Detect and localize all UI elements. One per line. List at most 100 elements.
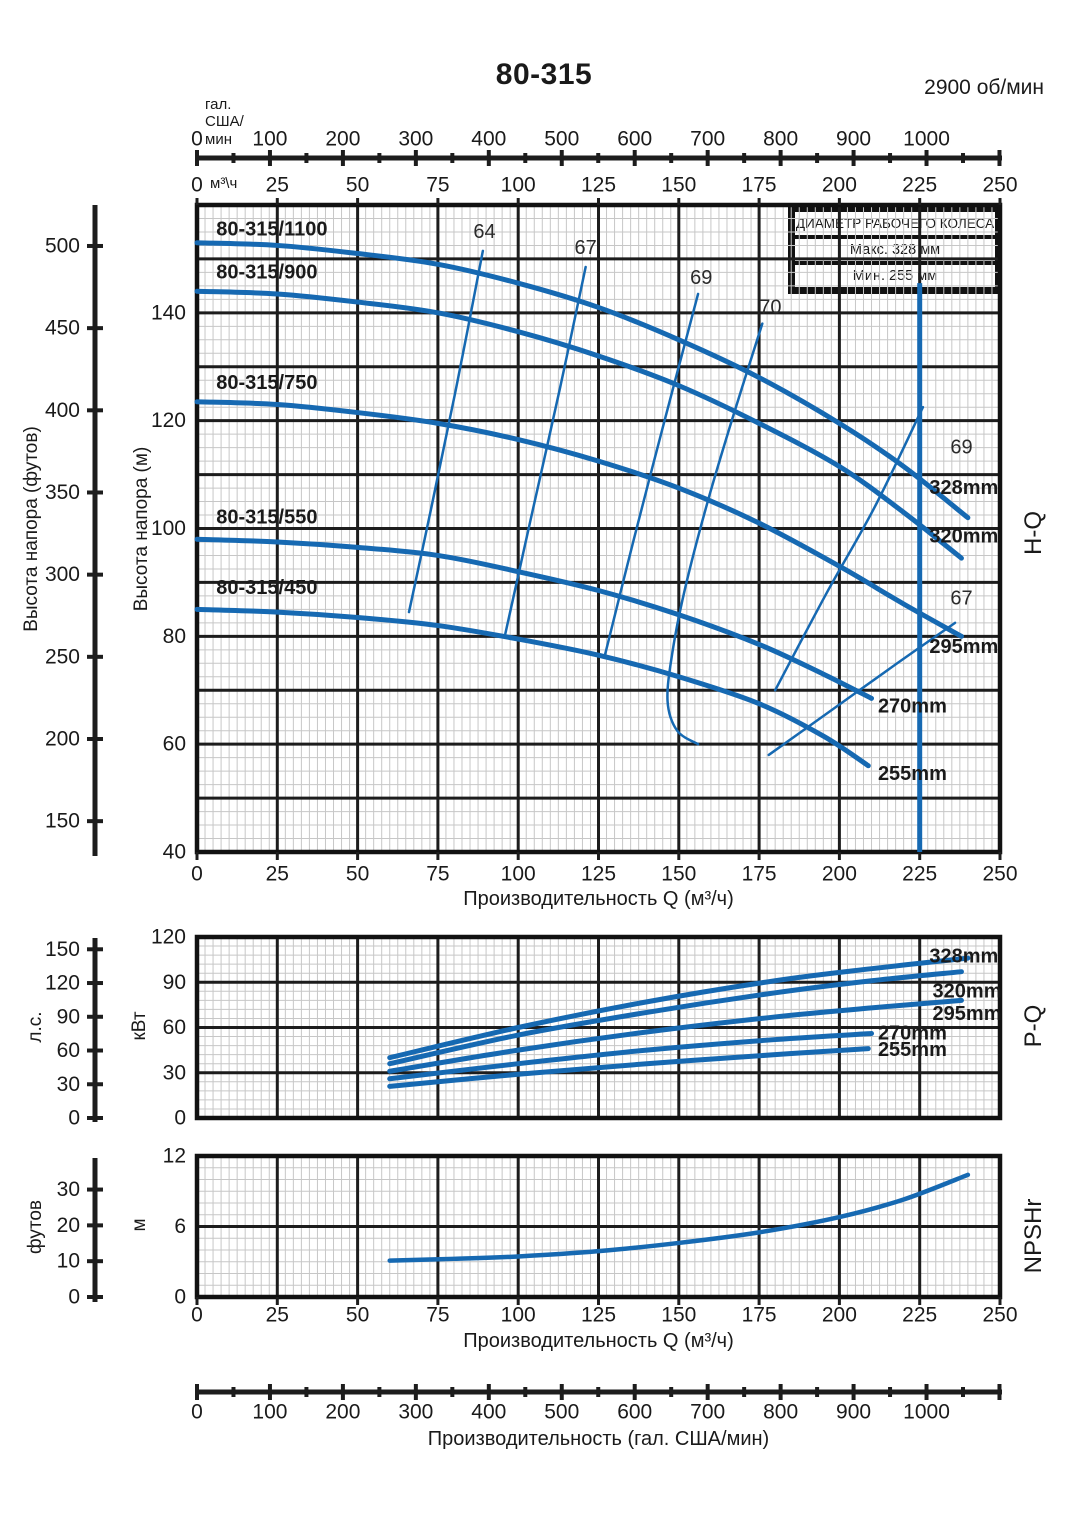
bottom-gpm-axis-tick-label: 900 xyxy=(836,1401,871,1424)
bottom-gpm-axis-label: Производительность (гал. США/мин) xyxy=(427,1428,770,1450)
top-gpm-axis-tick-label: 500 xyxy=(544,128,579,151)
page-title: 80-315 xyxy=(495,58,593,91)
efficiency-label-64: 64 xyxy=(473,221,495,243)
efficiency-label-69: 69 xyxy=(950,437,972,459)
designation-label-328mm: 80-315/1100 xyxy=(216,218,327,240)
pq-curve-label-255mm: 255mm xyxy=(878,1039,947,1061)
hq-x-tick-label: 150 xyxy=(661,863,696,886)
top-m3h-tick-label: 50 xyxy=(346,174,369,197)
top-gpm-axis-tick-label: 200 xyxy=(325,128,360,151)
top-m3h-tick-label: 75 xyxy=(426,174,449,197)
hq-y-tick-label: 80 xyxy=(163,625,186,648)
bottom-gpm-axis-tick-label: 200 xyxy=(325,1401,360,1424)
top-gpm-axis-tick-label: 700 xyxy=(690,128,725,151)
pq-curve-270mm xyxy=(387,1031,875,1082)
designation-label-255mm: 80-315/450 xyxy=(216,577,317,599)
hq-curve-328mm xyxy=(194,240,971,521)
top-gpm-axis-tick-label: 300 xyxy=(398,128,433,151)
npshr-x-tick-label: 75 xyxy=(426,1304,449,1327)
feet-scale-npshr-tick-label: 30 xyxy=(57,1178,80,1201)
npshr-x-tick-label: 125 xyxy=(581,1304,616,1327)
npshr-curve xyxy=(387,1172,971,1263)
hp-scale-pq-tick-label: 0 xyxy=(68,1107,80,1130)
curve-label-328mm: 328mm xyxy=(929,477,998,499)
hp-scale-pq-tick-label: 150 xyxy=(45,938,80,961)
hq-y-tick-label: 60 xyxy=(163,733,186,756)
hq-y-tick-label: 40 xyxy=(163,841,186,864)
hq-x-tick-label: 250 xyxy=(982,863,1017,886)
feet-scale-hq-tick-label: 500 xyxy=(45,234,80,257)
designation-label-295mm: 80-315/750 xyxy=(216,372,317,394)
bottom-gpm-axis-tick-label: 300 xyxy=(398,1401,433,1424)
hq-curve-270mm xyxy=(194,536,875,701)
npshr-x-tick-label: 175 xyxy=(742,1304,777,1327)
top-axis-unit-gpm: гал. США/ мин xyxy=(205,96,244,148)
top-m3h-tick-label: 150 xyxy=(661,174,696,197)
pq-curve-320mm xyxy=(387,969,964,1067)
npshr-x-tick-label: 25 xyxy=(266,1304,289,1327)
efficiency-label-67: 67 xyxy=(950,588,972,610)
pq-y-tick-label: 0 xyxy=(174,1107,186,1130)
hq-x-tick-label: 200 xyxy=(822,863,857,886)
top-m3h-tick-label: 225 xyxy=(902,174,937,197)
top-m3h-tick-label: 0 xyxy=(191,174,203,197)
npshr-x-tick-label: 200 xyxy=(822,1304,857,1327)
designation-label-320mm: 80-315/900 xyxy=(216,261,317,283)
hq-y-tick-label: 140 xyxy=(151,301,186,324)
hp-scale-pq-tick-label: 120 xyxy=(45,972,80,995)
top-gpm-axis-tick-label: 0 xyxy=(191,128,203,151)
npshr-x-tick-label: 100 xyxy=(501,1304,536,1327)
npshr-xlabel: Производительность Q (м³/ч) xyxy=(463,1330,734,1352)
pq-curve-328mm xyxy=(387,955,971,1061)
efficiency-line-69 xyxy=(773,405,925,692)
bottom-gpm-axis-tick-label: 400 xyxy=(471,1401,506,1424)
pq-y-tick-label: 30 xyxy=(163,1061,186,1084)
hq-curve-320mm xyxy=(194,288,964,561)
npshr-x-tick-label: 225 xyxy=(902,1304,937,1327)
feet-scale-hq-tick-label: 250 xyxy=(45,645,80,668)
designation-label-270mm: 80-315/550 xyxy=(216,507,317,529)
feet-scale-npshr-tick-label: 20 xyxy=(57,1214,80,1237)
efficiency-line-64 xyxy=(407,249,485,614)
pq-curve-255mm xyxy=(387,1046,871,1089)
top-gpm-axis-tick-label: 600 xyxy=(617,128,652,151)
npshr-x-tick-label: 0 xyxy=(191,1304,203,1327)
feet-scale-hq-tick-label: 450 xyxy=(45,317,80,340)
top-gpm-axis-tick-label: 100 xyxy=(252,128,287,151)
hq-x-tick-label: 75 xyxy=(426,863,449,886)
hq-y-tick-label: 100 xyxy=(151,517,186,540)
pq-curve-label-320mm: 320mm xyxy=(933,980,1002,1002)
hp-scale-pq-tick-label: 60 xyxy=(57,1039,80,1062)
bottom-gpm-axis-tick-label: 700 xyxy=(690,1401,725,1424)
pq-curve-label-270mm: 270mm xyxy=(878,1023,947,1045)
top-m3h-tick-label: 100 xyxy=(501,174,536,197)
feet-scale-hq-tick-label: 200 xyxy=(45,727,80,750)
plot-border xyxy=(194,934,1003,1121)
bottom-gpm-axis-tick-label: 1000 xyxy=(903,1401,950,1424)
hq-x-tick-label: 175 xyxy=(742,863,777,886)
curve-label-255mm: 255mm xyxy=(878,763,947,785)
top-gpm-axis-tick-label: 1000 xyxy=(903,128,950,151)
hq-xlabel: Производительность Q (м³/ч) xyxy=(463,888,734,910)
efficiency-line-70 xyxy=(666,322,764,746)
hq-curve-255mm xyxy=(194,606,871,769)
hq-x-tick-label: 100 xyxy=(501,863,536,886)
top-m3h-tick-label: 175 xyxy=(742,174,777,197)
hq-x-tick-label: 225 xyxy=(902,863,937,886)
efficiency-line-67 xyxy=(767,621,957,757)
feet-scale-npshr-tick-label: 0 xyxy=(68,1286,80,1309)
curve-label-270mm: 270mm xyxy=(878,695,947,717)
hp-scale-pq-tick-label: 30 xyxy=(57,1073,80,1096)
npshr-x-tick-label: 250 xyxy=(982,1304,1017,1327)
curve-label-320mm: 320mm xyxy=(929,526,998,548)
pq-y-tick-label: 120 xyxy=(151,926,186,949)
npshr-y-tick-label: 12 xyxy=(163,1145,186,1168)
pq-curve-label-328mm: 328mm xyxy=(929,946,998,968)
feet-scale-hq-tick-label: 400 xyxy=(45,399,80,422)
top-m3h-tick-label: 200 xyxy=(822,174,857,197)
npshr-x-tick-label: 150 xyxy=(661,1304,696,1327)
hq-y-tick-label: 120 xyxy=(151,409,186,432)
hq-x-tick-label: 125 xyxy=(581,863,616,886)
pq-curve-295mm xyxy=(387,997,964,1074)
